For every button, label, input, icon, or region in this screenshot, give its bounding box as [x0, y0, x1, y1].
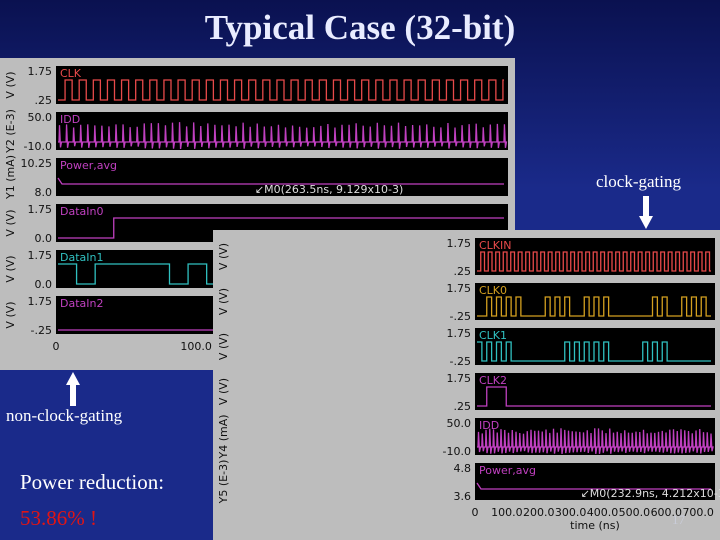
signal-trace-area — [56, 158, 508, 196]
page-number: 17 — [672, 512, 685, 527]
signal-trace-area — [475, 463, 715, 500]
y-axis-label: V (V) — [217, 288, 230, 315]
signal-name: DataIn2 — [60, 297, 103, 310]
signal-trace-area — [475, 283, 715, 320]
x-tick-label: 200.0 — [523, 506, 555, 519]
y-tick-label: 10.25 — [21, 157, 53, 170]
x-tick-label: 100.0 — [180, 340, 212, 353]
non-clock-gating-label: non-clock-gating — [6, 406, 123, 425]
y-axis-label: V (V) — [4, 209, 17, 236]
signal-waveform — [58, 79, 504, 101]
y-axis-label: Y2 (E-3) — [4, 109, 17, 154]
signal-waveform — [57, 177, 504, 185]
y-axis-label: V (V) — [4, 255, 17, 282]
power-reduction-value: 53.86% ! — [20, 506, 97, 530]
y-axis-label: Y5 (E-3) — [217, 460, 230, 505]
down-arrow-icon — [639, 196, 653, 229]
signal-name: Power,avg — [479, 464, 536, 477]
signal-trace-area — [475, 373, 715, 410]
y-tick-label: 0.0 — [35, 232, 53, 245]
y-tick-label: .25 — [35, 94, 53, 107]
y-tick-label: 3.6 — [454, 490, 472, 503]
x-tick-label: 500.0 — [619, 506, 651, 519]
signal-name: IDD — [479, 419, 499, 432]
signal-waveform — [477, 341, 711, 362]
y-tick-label: 4.8 — [454, 462, 472, 475]
y-tick-label: 1.75 — [447, 282, 472, 295]
signal-name: Power,avg — [60, 159, 117, 172]
y-axis-label: V (V) — [217, 333, 230, 360]
signal-name: CLK0 — [479, 284, 507, 297]
signal-name: IDD — [60, 113, 80, 126]
x-tick-label: 400.0 — [587, 506, 619, 519]
signal-trace-area — [56, 66, 508, 104]
y-axis-label: V (V) — [217, 243, 230, 270]
signal-name: CLK2 — [479, 374, 507, 387]
y-tick-label: -.25 — [450, 310, 471, 323]
slide-title: Typical Case (32-bit) — [204, 8, 516, 47]
signal-waveform — [477, 296, 711, 317]
y-tick-label: 50.0 — [28, 111, 53, 124]
y-tick-label: 1.75 — [28, 295, 53, 308]
marker-readout: ↙M0(232.9ns, 4.212x10-3) — [581, 487, 720, 500]
signal-trace-area — [475, 328, 715, 365]
x-tick-label: 100.0 — [491, 506, 523, 519]
y-tick-label: -10.0 — [443, 445, 471, 458]
marker-readout: ↙M0(263.5ns, 9.129x10-3) — [255, 183, 403, 196]
signal-waveform — [58, 217, 504, 239]
signal-name: DataIn0 — [60, 205, 103, 218]
y-axis-label: V (V) — [4, 71, 17, 98]
waveform-panel-non-clock-gating: V (V) Y2 (E-3) Y1 (mA) V (V) V (V) V (V) 1.75.… — [0, 58, 515, 370]
y-tick-label: 1.75 — [28, 65, 53, 78]
power-reduction-label: Power reduction: — [20, 470, 165, 494]
y-axis-label: Y1 (mA) — [4, 155, 17, 200]
signal-name: CLK — [60, 67, 82, 80]
signal-waveform — [477, 428, 714, 454]
waveform-panel-clock-gating: V (V) V (V) V (V) V (V) Y4 (mA) Y5 (E-3) 1.75.… — [213, 230, 720, 540]
signal-waveform — [477, 386, 711, 407]
signal-name: CLK1 — [479, 329, 507, 342]
y-tick-label: 50.0 — [447, 417, 472, 430]
y-axis-label: V (V) — [217, 378, 230, 405]
x-tick-label: 600.0 — [651, 506, 683, 519]
signal-waveform — [58, 122, 508, 150]
x-tick-label: 0 — [472, 506, 479, 519]
signal-waveform — [476, 482, 711, 490]
y-tick-label: 1.75 — [447, 327, 472, 340]
clock-gating-label: clock-gating — [596, 172, 681, 191]
y-tick-label: 0.0 — [35, 278, 53, 291]
y-tick-label: 1.75 — [28, 249, 53, 262]
y-tick-label: .25 — [454, 400, 472, 413]
waveform-plot-right: V (V) V (V) V (V) V (V) Y4 (mA)Y5 (E-3) 1.75.… — [217, 237, 720, 532]
signal-name: DataIn1 — [60, 251, 103, 264]
y-tick-label: 8.0 — [35, 186, 53, 199]
y-axis-label: V (V) — [4, 301, 17, 328]
signal-waveform — [477, 251, 711, 272]
y-tick-label: -10.0 — [24, 140, 52, 153]
y-tick-label: 1.75 — [447, 237, 472, 250]
signal-name: CLKIN — [479, 239, 512, 252]
y-tick-label: .25 — [454, 265, 472, 278]
x-axis-label: time (ns) — [570, 519, 620, 532]
y-tick-label: 1.75 — [447, 372, 472, 385]
x-tick-label: 0 — [53, 340, 60, 353]
y-tick-label: 1.75 — [28, 203, 53, 216]
y-axis-label: Y4 (mA) — [217, 414, 230, 459]
up-arrow-icon — [66, 372, 80, 406]
x-tick-label: 300.0 — [555, 506, 587, 519]
x-tick-label: 700.0 — [682, 506, 714, 519]
y-tick-label: -.25 — [31, 324, 52, 337]
y-tick-label: -.25 — [450, 355, 471, 368]
